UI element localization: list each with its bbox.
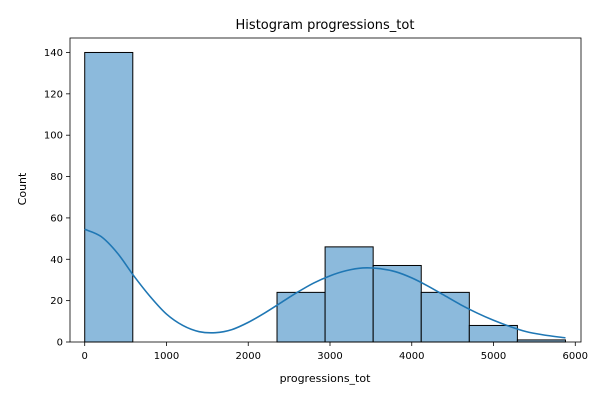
y-tick-label: 40 [50,255,63,266]
y-axis-label: Count [16,172,29,205]
y-tick-label: 20 [50,296,63,307]
y-tick-label: 140 [44,48,63,59]
y-tick-label: 120 [44,89,63,100]
plot-frame [69,37,582,343]
y-tick-label: 80 [50,172,63,183]
x-axis-label: progressions_tot [280,372,372,385]
histogram-bar [468,324,518,343]
kde-curve [84,228,566,339]
x-tick-label: 2000 [236,351,261,362]
histogram-bar [372,264,422,343]
histogram-bar [276,291,326,343]
bars-layer [84,51,566,343]
chart-title: Histogram progressions_tot [236,18,415,33]
histogram-bar [324,246,374,343]
y-tick-label: 60 [50,213,63,224]
x-tick-label: 3000 [317,351,342,362]
x-tick-label: 4000 [399,351,424,362]
y-tick-label: 100 [44,131,63,142]
x-tick-label: 1000 [154,351,179,362]
x-tick-label: 6000 [563,351,588,362]
x-tick-label: 5000 [481,351,506,362]
x-tick-label: 0 [82,351,88,362]
y-tick-label: 0 [57,338,63,349]
histogram-bar [420,291,470,343]
axes-layer: 0 1000 2000 3000 4000 5000 6000 0 20 40 60 80 100 120… [44,37,588,362]
histogram-bar [84,51,134,343]
kde-layer [84,228,566,339]
